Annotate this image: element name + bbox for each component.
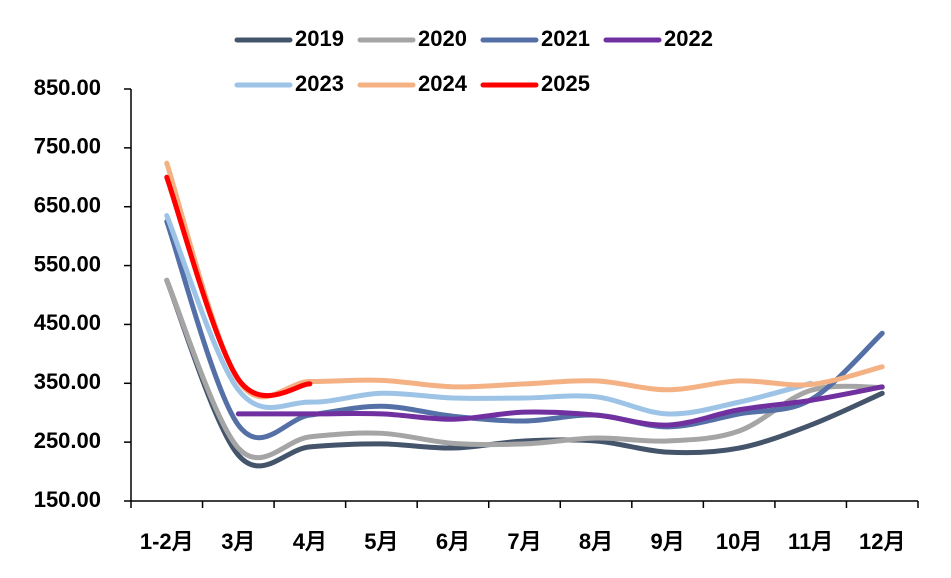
y-tick-label: 350.00 (34, 369, 101, 394)
legend-label: 2023 (295, 71, 344, 96)
y-tick-label: 750.00 (34, 134, 101, 159)
y-tick-label: 650.00 (34, 193, 101, 218)
series-line (164, 213, 814, 417)
x-tick-label: 1-2月 (140, 529, 194, 554)
series-line (164, 160, 885, 400)
series-line (164, 174, 313, 399)
legend-label: 2025 (541, 71, 590, 96)
series-line (164, 218, 885, 441)
x-tick-label: 11月 (788, 529, 833, 554)
x-tick-label: 4月 (293, 529, 327, 554)
series-line (164, 277, 885, 469)
legend-label: 2022 (664, 26, 713, 51)
legend-label: 2020 (418, 26, 467, 51)
x-tick-label: 9月 (650, 529, 684, 554)
y-tick-label: 450.00 (34, 310, 101, 335)
legend-label: 2024 (418, 71, 468, 96)
series-line (164, 277, 885, 461)
y-tick-label: 250.00 (34, 428, 101, 453)
legend-label: 2021 (541, 26, 590, 51)
x-tick-label: 7月 (507, 529, 541, 554)
x-tick-label: 5月 (364, 529, 398, 554)
x-tick-label: 10月 (716, 529, 762, 554)
legend-label: 2019 (295, 26, 344, 51)
y-tick-label: 850.00 (34, 75, 101, 100)
x-tick-label: 8月 (579, 529, 613, 554)
y-tick-label: 150.00 (34, 487, 101, 512)
x-tick-label: 3月 (221, 529, 255, 554)
x-tick-label: 6月 (436, 529, 470, 554)
y-tick-label: 550.00 (34, 251, 101, 276)
series-line (235, 384, 885, 428)
x-tick-label: 12月 (859, 529, 905, 554)
